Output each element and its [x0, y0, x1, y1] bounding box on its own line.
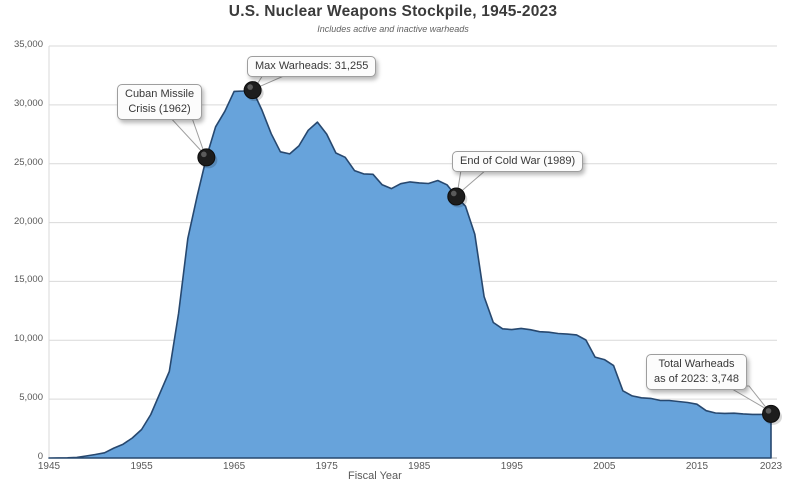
annotation-line: Crisis (1962) — [128, 103, 191, 115]
annotation-line: Max Warheads: 31,255 — [255, 60, 369, 72]
x-tick-label: 1965 — [223, 461, 246, 472]
x-tick-label: 2023 — [759, 461, 783, 472]
y-tick-label: 20,000 — [13, 215, 43, 227]
annotation-total-warheads-2023: Total Warheads as of 2023: 3,748 — [646, 354, 748, 390]
marker-dot-highlight — [201, 151, 207, 158]
y-tick-label: 10,000 — [13, 333, 43, 345]
y-tick-label: 25,000 — [13, 156, 43, 168]
annotation-line: End of Cold War (1989) — [460, 155, 576, 167]
marker-dot-highlight — [247, 84, 253, 90]
y-tick-label: 0 — [37, 451, 43, 462]
annotation-cuban-missile-crisis: Cuban Missile Crisis (1962) — [117, 84, 203, 120]
x-tick-label: 2015 — [685, 461, 709, 472]
annotation-line: Total Warheads — [658, 358, 735, 370]
chart-title: U.S. Nuclear Weapons Stockpile, 1945-202… — [228, 3, 558, 20]
marker-dot — [243, 81, 262, 100]
annotation-line: as of 2023: 3,748 — [654, 373, 740, 385]
callout-tail — [166, 114, 206, 156]
x-tick-label: 2005 — [593, 461, 616, 472]
y-tick-label: 5,000 — [19, 392, 43, 404]
marker-dot-highlight — [450, 190, 457, 197]
annotation-max-warheads: Max Warheads: 31,255 — [247, 56, 377, 77]
annotation-line: Cuban Missile — [125, 88, 195, 100]
marker-dot — [197, 148, 216, 167]
x-tick-label: 1945 — [37, 461, 61, 472]
marker-dot-highlight — [765, 408, 772, 414]
y-tick-label: 30,000 — [13, 97, 43, 109]
stockpile-area-series — [48, 89, 772, 459]
x-tick-label: 1995 — [500, 461, 523, 472]
x-tick-label: 1985 — [408, 461, 431, 472]
marker-dot — [762, 404, 780, 423]
annotation-end-of-cold-war: End of Cold War (1989) — [452, 151, 584, 172]
x-tick-label: 1955 — [130, 461, 153, 472]
x-axis-title: Fiscal Year — [348, 470, 402, 482]
x-tick-label: 1975 — [315, 461, 338, 472]
y-tick-label: 35,000 — [13, 39, 43, 50]
y-tick-label: 15,000 — [13, 274, 43, 286]
chart-subtitle: Includes active and inactive warheads — [317, 24, 469, 34]
marker-dot — [447, 187, 466, 206]
